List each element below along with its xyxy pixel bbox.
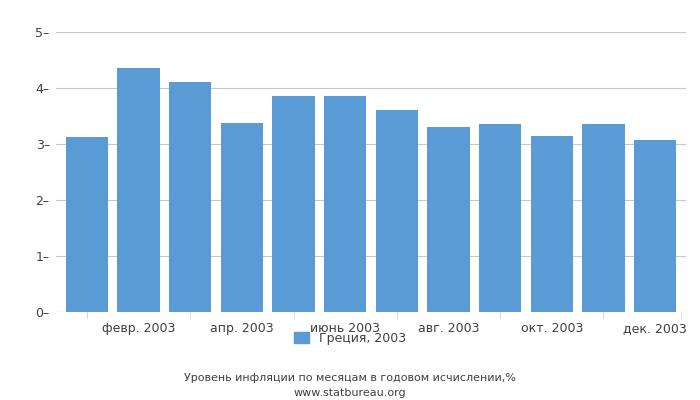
Bar (634, 140, 676, 312)
Bar (220, 123, 263, 312)
Bar (66, 137, 108, 312)
Bar (272, 96, 315, 312)
Bar (479, 124, 522, 312)
Bar (531, 136, 573, 312)
Bar (118, 68, 160, 312)
Bar (582, 124, 624, 312)
Bar (376, 110, 418, 312)
Bar (427, 127, 470, 312)
Text: Уровень инфляции по месяцам в годовом исчислении,%: Уровень инфляции по месяцам в годовом ис… (184, 373, 516, 383)
Bar (324, 96, 366, 312)
Legend: Греция, 2003: Греция, 2003 (289, 327, 411, 350)
Text: www.statbureau.org: www.statbureau.org (294, 388, 406, 398)
Bar (169, 82, 211, 312)
